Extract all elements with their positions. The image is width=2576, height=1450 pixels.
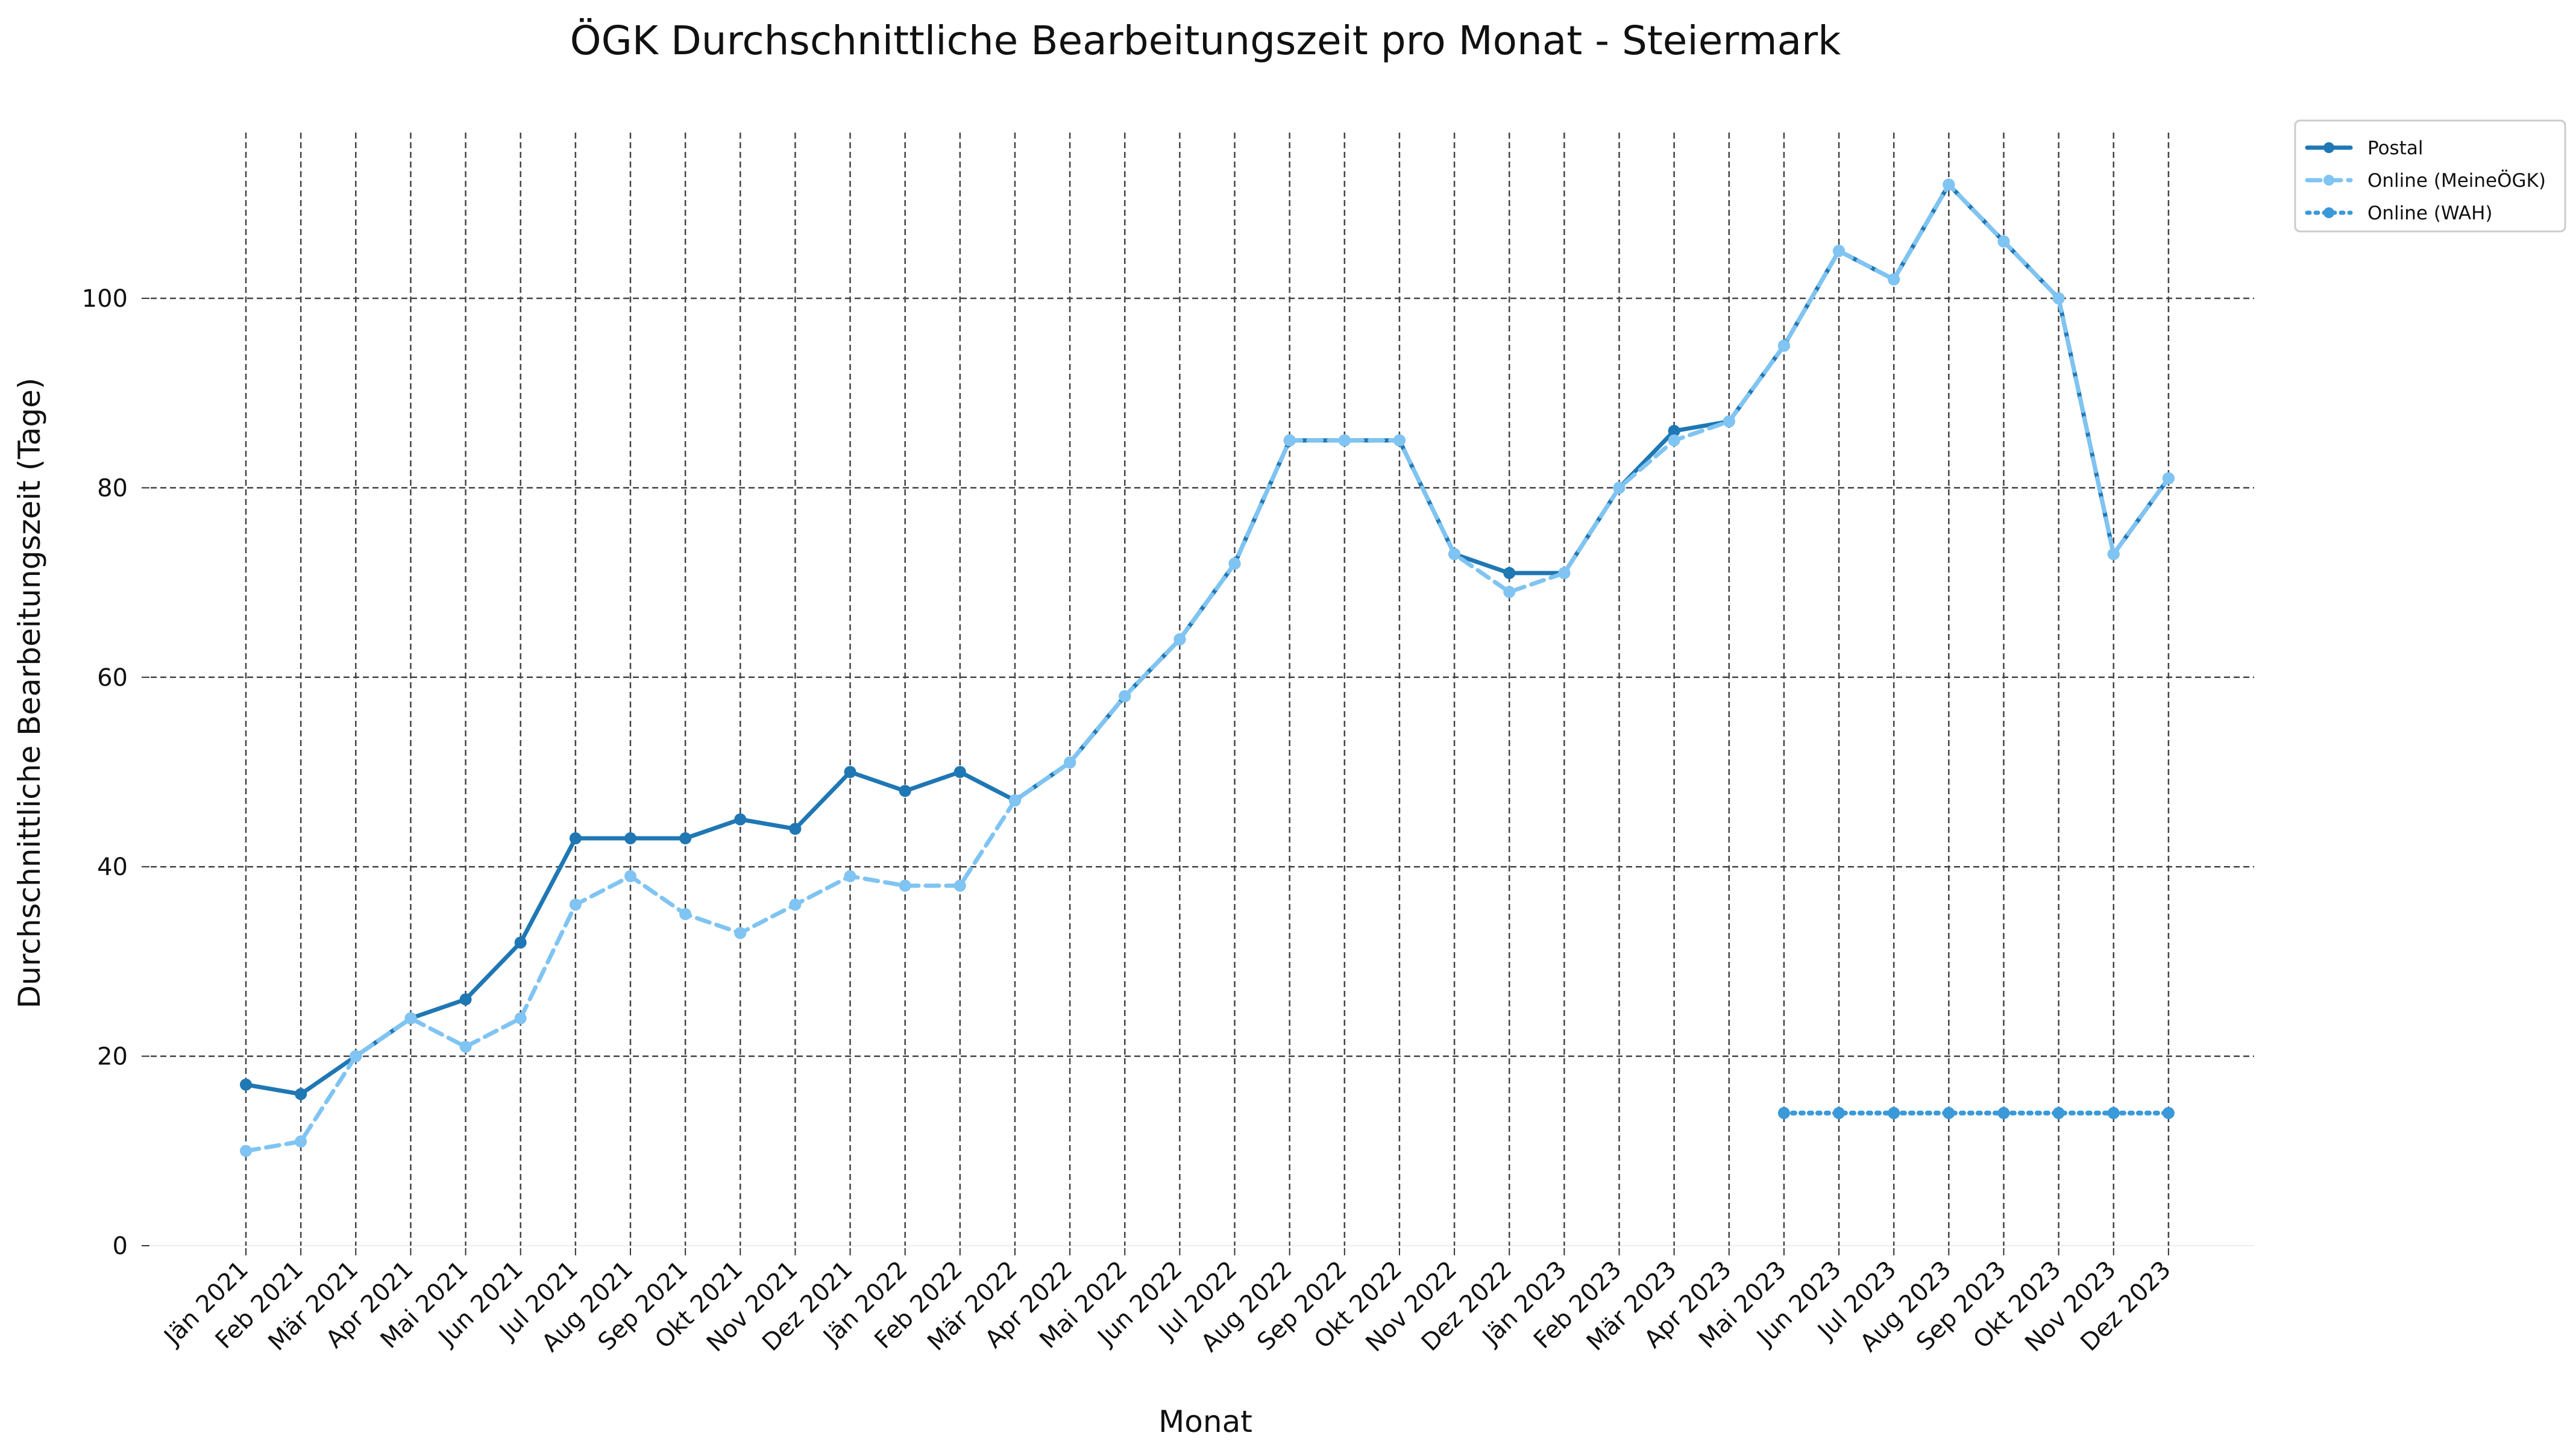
y-axis-ticks: 0 20 40 60 80 100 — [82, 285, 149, 1260]
data-point — [2052, 292, 2065, 304]
data-point — [295, 1088, 307, 1100]
data-point — [953, 766, 966, 778]
data-point — [734, 927, 747, 940]
y-tick-label: 100 — [82, 285, 128, 313]
x-axis-label: Monat — [1158, 1404, 1252, 1439]
data-point — [295, 1135, 307, 1148]
data-point — [1119, 690, 1131, 703]
y-tick-label: 80 — [97, 474, 128, 502]
data-point — [1888, 1106, 1900, 1119]
legend-label: Postal — [2367, 137, 2423, 159]
legend-marker — [2323, 207, 2334, 218]
data-point — [1338, 434, 1351, 447]
data-point — [350, 1050, 362, 1062]
data-point — [1228, 557, 1241, 570]
data-point — [1503, 567, 1516, 579]
data-point — [1997, 1106, 2010, 1119]
y-tick-label: 40 — [97, 853, 128, 881]
data-point — [679, 832, 692, 845]
data-point — [240, 1078, 252, 1091]
data-point — [624, 870, 636, 882]
data-point — [459, 993, 472, 1006]
data-point — [1668, 434, 1680, 447]
data-point — [1613, 482, 1626, 494]
data-point — [734, 813, 747, 826]
data-point — [514, 936, 527, 949]
data-point — [1668, 425, 1680, 438]
y-tick-label: 0 — [113, 1232, 128, 1260]
data-point — [899, 785, 911, 797]
data-point — [514, 1012, 527, 1025]
data-point — [569, 832, 582, 845]
data-point — [1833, 1106, 1846, 1119]
data-point — [459, 1040, 472, 1053]
chart-title: ÖGK Durchschnittliche Bearbeitungszeit p… — [570, 17, 1842, 64]
legend-frame — [2294, 119, 2566, 233]
data-point — [569, 899, 582, 911]
y-tick-label: 60 — [97, 664, 128, 692]
series-line — [243, 182, 2171, 1153]
y-tick-label: 20 — [97, 1043, 128, 1071]
legend-marker — [2323, 175, 2334, 186]
series-group — [240, 178, 2175, 1157]
data-point — [844, 766, 856, 778]
legend: Postal Online (MeineÖGK) Online (WAH) — [2294, 119, 2566, 233]
data-point — [1448, 548, 1461, 560]
data-point — [1393, 434, 1406, 447]
data-point — [1777, 339, 1790, 352]
data-point — [1064, 756, 1076, 769]
data-point — [1833, 245, 1846, 257]
data-point — [1008, 794, 1021, 807]
data-point — [1997, 235, 2010, 248]
legend-marker — [2323, 142, 2334, 153]
data-point — [789, 899, 802, 911]
data-point — [1943, 1106, 1955, 1119]
data-point — [1723, 415, 1735, 428]
data-point — [240, 1144, 252, 1157]
data-point — [2052, 1106, 2065, 1119]
data-point — [1558, 567, 1571, 579]
data-point — [899, 879, 911, 892]
data-point — [1173, 633, 1186, 645]
data-point — [1283, 434, 1296, 447]
data-point — [2107, 548, 2120, 560]
data-point — [2107, 1106, 2120, 1119]
legend-label: Online (MeineÖGK) — [2367, 169, 2546, 192]
y-axis-label: Durchschnittliche Bearbeitungszeit (Tage… — [12, 378, 47, 1009]
data-point — [789, 823, 802, 835]
data-point — [404, 1012, 417, 1025]
legend-label: Online (WAH) — [2367, 202, 2493, 224]
data-point — [2162, 472, 2175, 485]
data-point — [1888, 273, 1900, 286]
data-point — [953, 879, 966, 892]
data-point — [1777, 1106, 1790, 1119]
data-point — [844, 870, 856, 882]
series-line — [243, 182, 2171, 1096]
data-point — [679, 908, 692, 920]
data-point — [1503, 586, 1516, 598]
grid-lines — [151, 133, 2254, 1246]
data-point — [1943, 178, 1955, 191]
data-point — [2162, 1106, 2175, 1119]
data-point — [624, 832, 636, 845]
